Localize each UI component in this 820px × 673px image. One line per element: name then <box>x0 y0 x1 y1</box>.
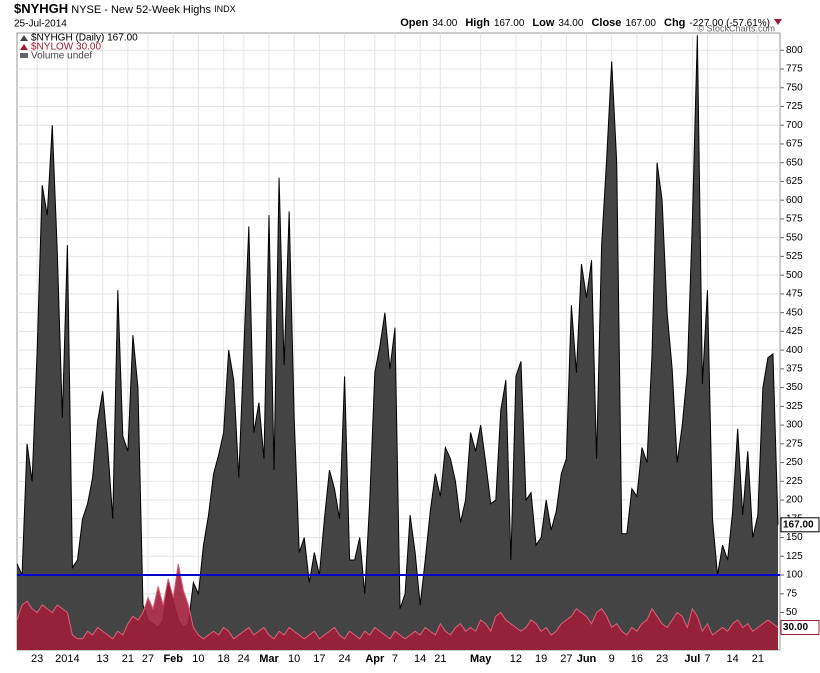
quote-value: 167.00 <box>625 18 656 29</box>
x-tick-label: 9 <box>609 653 615 665</box>
y-tick-label: 475 <box>786 289 803 300</box>
y-tick-label: 325 <box>786 401 803 412</box>
y-tick-label: 675 <box>786 139 803 150</box>
legend-label: $NYHGH (Daily) 167.00 <box>31 33 138 44</box>
y-tick-label: 450 <box>786 307 803 318</box>
x-tick-label: 23 <box>31 653 43 665</box>
quote-value: 34.00 <box>558 18 583 29</box>
x-tick-label: Jul <box>684 653 700 665</box>
y-tick-label: 575 <box>786 214 803 225</box>
index-name: NYSE - New 52-Week Highs <box>71 4 211 16</box>
quote-value: -227.00 (-57.61%) <box>689 18 770 29</box>
y-tick-label: 800 <box>786 45 803 56</box>
x-tick-label: 18 <box>218 653 230 665</box>
quote-line: Open 34.00 High 167.00 Low 34.00 Close 167.00 Ch… <box>400 17 770 29</box>
y-tick-label: 425 <box>786 326 803 337</box>
legend-label: $NYLOW 30.00 <box>31 42 101 53</box>
legend-icon <box>20 35 28 41</box>
x-tick-label: 17 <box>313 653 325 665</box>
header-line: $NYHGH NYSE - New 52-Week Highs INDX <box>14 1 236 16</box>
down-arrow <box>774 19 782 25</box>
x-tick-label: 10 <box>288 653 300 665</box>
x-tick-label: Feb <box>163 653 183 665</box>
x-tick-label: 24 <box>238 653 250 665</box>
y-tick-label: 375 <box>786 364 803 375</box>
x-tick-label: 24 <box>338 653 350 665</box>
y-tick-label: 500 <box>786 270 803 281</box>
x-tick-label: 12 <box>510 653 522 665</box>
legend-icon <box>20 53 28 58</box>
quote-label: Open <box>400 17 428 29</box>
x-tick-label: 21 <box>434 653 446 665</box>
y-tick-label: 600 <box>786 195 803 206</box>
y-tick-label: 275 <box>786 438 803 449</box>
exchange: INDX <box>214 4 236 14</box>
quote-label: Low <box>532 17 554 29</box>
x-tick-label: May <box>470 653 492 665</box>
y-tick-label: 625 <box>786 176 803 187</box>
x-tick-label: 21 <box>122 653 134 665</box>
x-tick-label: 14 <box>727 653 739 665</box>
x-tick-label: 21 <box>752 653 764 665</box>
y-tick-label: 225 <box>786 476 803 487</box>
y-tick-label: 100 <box>786 570 803 581</box>
area-line <box>16 563 779 640</box>
area-fill <box>17 35 778 650</box>
y-tick-label: 700 <box>786 120 803 131</box>
last-value-tag <box>780 517 820 533</box>
quote-value: 167.00 <box>494 18 525 29</box>
y-tick-label: 75 <box>786 588 798 599</box>
x-tick-label: 27 <box>142 653 154 665</box>
y-tick-label: 125 <box>786 551 803 562</box>
y-tick-label: 725 <box>786 101 803 112</box>
x-tick-label: 16 <box>631 653 643 665</box>
y-tick-label: 775 <box>786 64 803 75</box>
x-tick-label: Jun <box>577 653 597 665</box>
x-tick-label: 2014 <box>55 653 79 665</box>
y-tick-label: 150 <box>786 532 803 543</box>
area-fill <box>17 563 778 650</box>
legend-label: Volume undef <box>31 51 92 62</box>
last-value-label: 30.00 <box>783 622 808 633</box>
y-tick-label: 250 <box>786 457 803 468</box>
quote-label: High <box>465 17 490 29</box>
last-value-label: 167.00 <box>783 519 814 530</box>
quote-label: Chg <box>664 17 685 29</box>
y-tick-label: 750 <box>786 82 803 93</box>
y-tick-label: 650 <box>786 157 803 168</box>
x-tick-label: 23 <box>656 653 668 665</box>
x-tick-label: 27 <box>560 653 572 665</box>
y-tick-label: 350 <box>786 382 803 393</box>
y-tick-label: 50 <box>786 607 798 618</box>
x-tick-label: Mar <box>259 653 279 665</box>
y-tick-label: 550 <box>786 232 803 243</box>
watermark: © StockCharts.com <box>697 23 775 33</box>
last-value-tag <box>780 620 820 636</box>
x-tick-label: 7 <box>392 653 398 665</box>
x-tick-label: 13 <box>97 653 109 665</box>
legend-icon <box>20 44 28 50</box>
x-tick-label: 10 <box>192 653 204 665</box>
symbol: $NYHGH <box>14 1 68 16</box>
y-tick-label: 300 <box>786 420 803 431</box>
x-tick-label: 14 <box>414 653 426 665</box>
y-tick-label: 200 <box>786 495 803 506</box>
date: 25-Jul-2014 <box>14 19 67 30</box>
x-tick-label: 7 <box>704 653 710 665</box>
y-tick-label: 400 <box>786 345 803 356</box>
y-tick-label: 525 <box>786 251 803 262</box>
quote-label: Close <box>591 17 621 29</box>
area-line <box>16 35 779 629</box>
x-tick-label: 19 <box>535 653 547 665</box>
x-tick-label: Apr <box>365 653 385 665</box>
quote-value: 34.00 <box>432 18 457 29</box>
